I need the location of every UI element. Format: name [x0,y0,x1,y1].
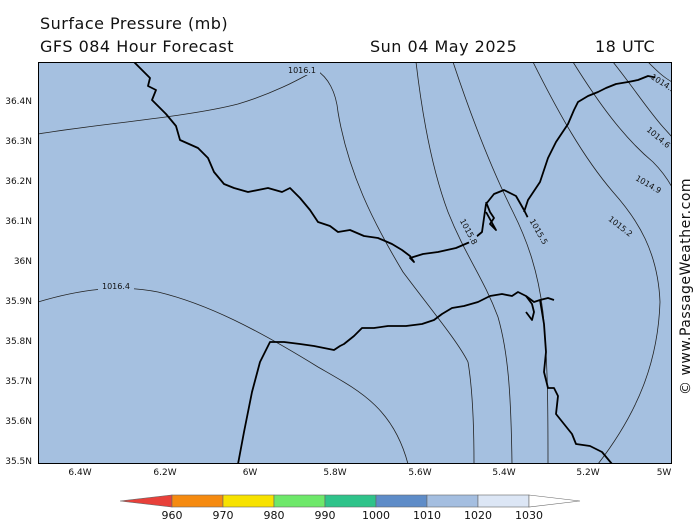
legend-label-1010: 1010 [413,509,441,522]
lon-tick-6-4w: 6.4W [68,468,92,478]
lat-tick-35-6: 35.6N [5,417,32,427]
legend-label-1000: 1000 [362,509,390,522]
legend-label-1030: 1030 [515,509,543,522]
legend-swatch-990 [273,494,326,508]
lat-tick-36-0: 36N [13,257,32,267]
forecast-subtitle: GFS 084 Hour Forecast [40,37,235,56]
lat-tick-35-7: 35.7N [5,377,32,387]
legend-swatch-960 [120,494,173,508]
legend-swatch-1030 [477,494,530,508]
legend-swatch-1010 [375,494,428,508]
lon-tick-6-2w: 6.2W [153,468,177,478]
isobar-1014-9 [572,62,672,188]
coast-morocco-east [539,299,613,464]
coast-gibraltar [485,201,497,231]
legend-label-980: 980 [263,509,285,522]
lon-tick-5-8w: 5.8W [323,468,347,478]
isobar-1014-3 [647,62,672,83]
lat-tick-35-8: 35.8N [5,337,32,347]
lon-tick-6w: 6W [242,468,258,478]
forecast-time: 18 UTC [595,37,656,56]
legend-swatch-over [528,494,581,508]
legend-label-1020: 1020 [464,509,492,522]
lon-tick-5-6w: 5.6W [408,468,432,478]
legend-swatch-1020 [426,494,479,508]
lon-tick-5-4w: 5.4W [492,468,516,478]
map-border [38,62,672,464]
lat-tick-36-2: 36.2N [5,177,32,187]
isobar-label-1016-1: 1016.1 [288,66,316,75]
lat-tick-35-5: 35.5N [5,457,32,467]
map-ocean [38,62,672,464]
coast-spain-med [523,75,672,213]
chart-title: Surface Pressure (mb) [40,14,229,33]
forecast-date: Sun 04 May 2025 [370,37,518,56]
pressure-legend [120,494,581,508]
legend-label-970: 970 [212,509,234,522]
coast-small-cape [525,295,535,321]
coast-morocco-north [237,291,555,464]
pressure-map: 1016.1 1016.4 1015.8 1015.5 1015.2 1014.… [38,62,672,464]
lon-tick-5w: 5W [656,468,672,478]
lat-tick-36-3: 36.3N [5,137,32,147]
lat-tick-36-1: 36.1N [5,217,32,227]
isobar-1016-1 [38,69,475,464]
legend-swatch-1000 [324,494,377,508]
isobar-1015-2 [532,62,661,464]
coastlines [133,62,672,464]
legend-swatch-970 [171,494,224,508]
watermark: © www.PassageWeather.com [678,177,694,395]
isobar-1015-8 [415,62,513,464]
lat-tick-35-9: 35.9N [5,297,32,307]
isobar-label-1016-4: 1016.4 [102,282,130,291]
legend-swatch-980 [222,494,275,508]
lat-tick-36-4: 36.4N [5,97,32,107]
isobar-1014-6 [612,62,672,138]
legend-label-960: 960 [161,509,183,522]
legend-label-990: 990 [314,509,336,522]
isobar-1015-5 [452,62,549,464]
lon-tick-5-2w: 5.2W [576,468,600,478]
coast-spain-atlantic [133,62,529,263]
